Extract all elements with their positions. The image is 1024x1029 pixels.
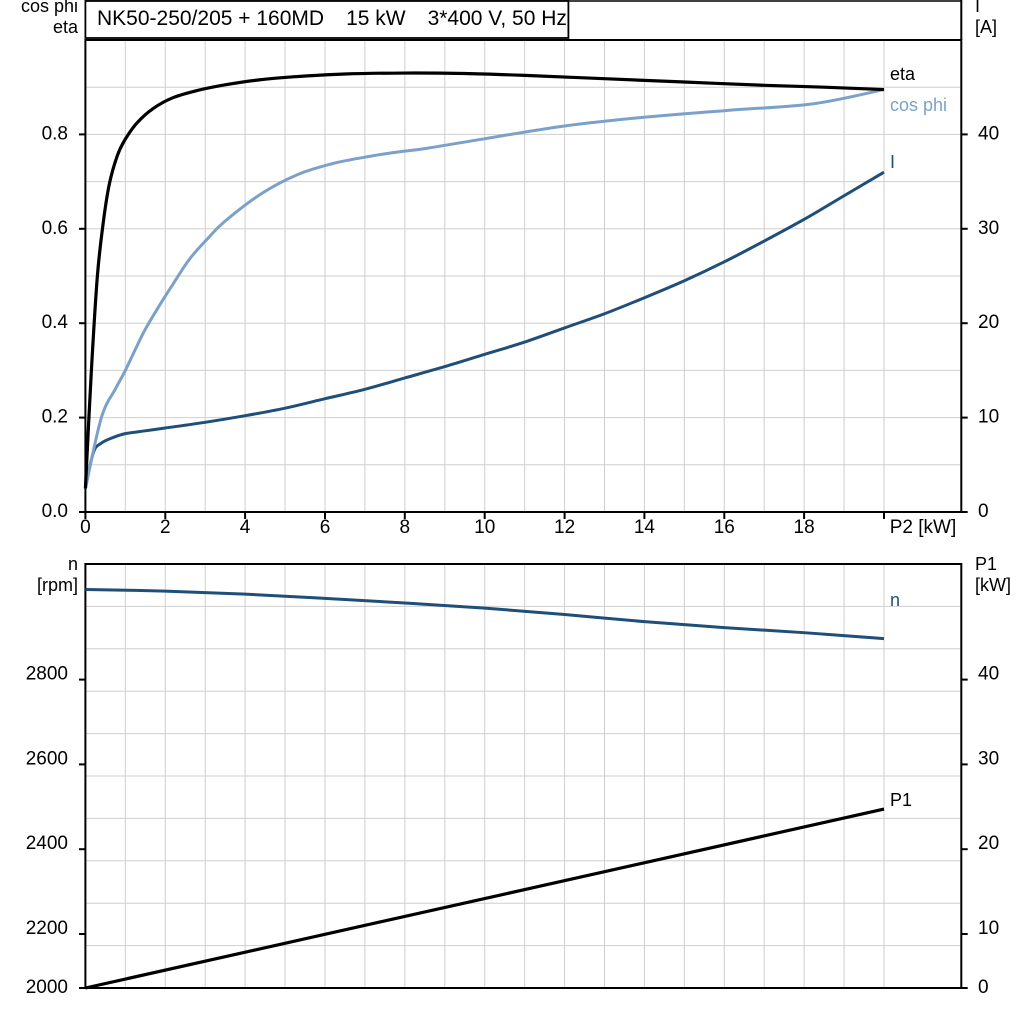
svg-text:P1: P1 (890, 790, 912, 810)
svg-text:6: 6 (320, 517, 331, 538)
svg-text:0: 0 (978, 977, 989, 998)
svg-text:18: 18 (794, 517, 815, 538)
svg-text:20: 20 (978, 833, 999, 854)
svg-text:0.8: 0.8 (42, 123, 68, 144)
svg-text:n: n (68, 554, 78, 574)
svg-text:2400: 2400 (26, 833, 68, 854)
svg-text:[A]: [A] (975, 17, 997, 37)
svg-text:0: 0 (80, 517, 91, 538)
svg-text:40: 40 (978, 123, 999, 144)
svg-text:8: 8 (400, 517, 411, 538)
svg-text:cos phi: cos phi (21, 0, 78, 16)
svg-text:2600: 2600 (26, 748, 68, 769)
svg-text:2: 2 (160, 517, 171, 538)
svg-text:[rpm]: [rpm] (37, 575, 78, 595)
svg-text:eta: eta (890, 64, 916, 84)
svg-text:2800: 2800 (26, 664, 68, 685)
svg-text:10: 10 (978, 918, 999, 939)
svg-text:0.0: 0.0 (42, 501, 68, 522)
svg-text:cos phi: cos phi (890, 95, 947, 115)
svg-text:P2 [kW]: P2 [kW] (890, 517, 957, 538)
svg-text:0.2: 0.2 (42, 407, 68, 428)
svg-text:n: n (890, 590, 900, 610)
svg-text:0.6: 0.6 (42, 218, 68, 239)
svg-text:12: 12 (554, 517, 575, 538)
svg-text:I: I (975, 0, 980, 16)
svg-text:0.4: 0.4 (42, 312, 69, 333)
svg-text:10: 10 (474, 517, 495, 538)
svg-text:2200: 2200 (26, 918, 68, 939)
svg-text:eta: eta (53, 17, 79, 37)
svg-text:P1: P1 (975, 554, 997, 574)
svg-text:[kW]: [kW] (975, 575, 1011, 595)
svg-text:4: 4 (240, 517, 251, 538)
svg-text:14: 14 (634, 517, 656, 538)
svg-text:16: 16 (714, 517, 735, 538)
svg-text:I: I (890, 152, 895, 172)
svg-text:30: 30 (978, 748, 999, 769)
svg-text:40: 40 (978, 664, 999, 685)
svg-text:2000: 2000 (26, 977, 68, 998)
svg-text:20: 20 (978, 312, 999, 333)
svg-text:10: 10 (978, 407, 999, 428)
svg-text:30: 30 (978, 218, 999, 239)
svg-text:0: 0 (978, 501, 989, 522)
